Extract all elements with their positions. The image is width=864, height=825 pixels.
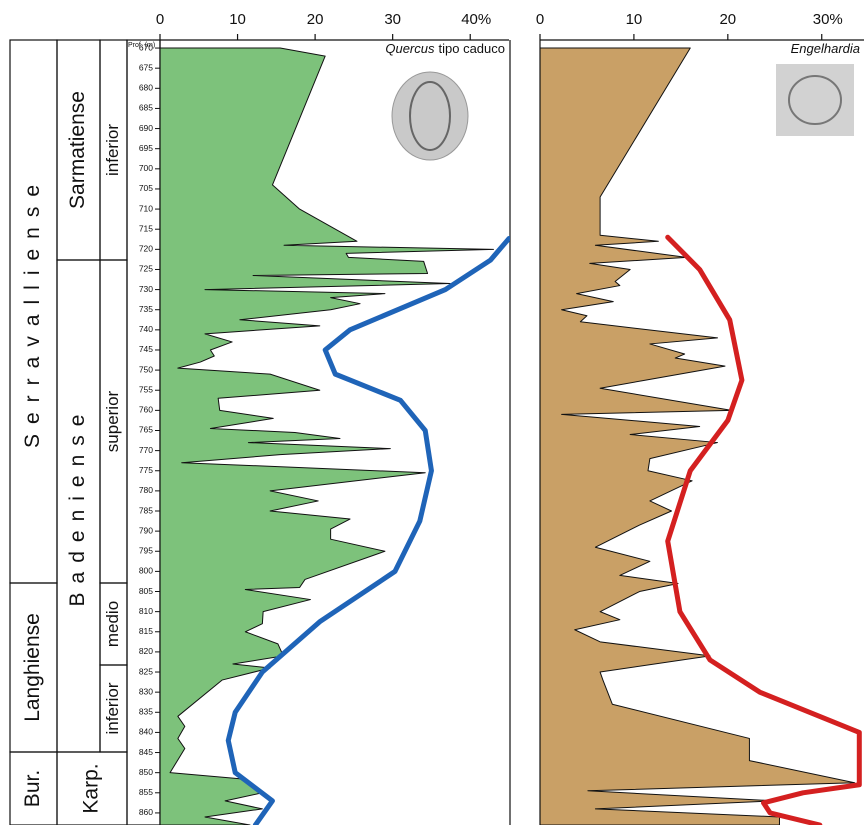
panel-title: Engelhardia <box>791 41 860 56</box>
pollen-image <box>776 64 854 136</box>
y-tick-label: 670 <box>139 42 153 52</box>
strat-label: superior <box>103 390 122 452</box>
taxon-qualifier: tipo caduco <box>439 41 506 56</box>
y-tick-label: 840 <box>139 727 153 737</box>
y-tick-label: 800 <box>139 566 153 576</box>
area <box>540 47 856 825</box>
y-tick-label: 765 <box>139 425 153 435</box>
x-tick-label: 30% <box>813 11 843 28</box>
y-tick-label: 735 <box>139 304 153 314</box>
y-tick-label: 715 <box>139 223 153 233</box>
trend-curve <box>665 234 862 825</box>
y-tick-label: 725 <box>139 264 153 274</box>
y-tick-label: 845 <box>139 747 153 757</box>
x-tick-label: 0 <box>536 11 544 28</box>
strat-label: Bur. <box>21 770 44 807</box>
x-tick-label: 20 <box>307 11 324 28</box>
strat-label: inferior <box>103 124 122 176</box>
strat-label: Sarmatiense <box>66 91 89 209</box>
y-tick-label: 815 <box>139 626 153 636</box>
stratigraphy: Serravalliense Langhiense Bur. Sarmatiense B… <box>9 39 161 825</box>
strat-label: Serravalliense <box>21 175 44 448</box>
taxon-name: Engelhardia <box>791 41 860 56</box>
y-tick-label: 730 <box>139 284 153 294</box>
strat-label: Karp. <box>80 763 103 813</box>
trend-curve <box>225 235 510 825</box>
y-tick-label: 855 <box>139 787 153 797</box>
panel: 0 10 20 30% Engelhardia <box>536 11 864 825</box>
y-tick-label: 785 <box>139 505 153 515</box>
y-tick-label: 775 <box>139 465 153 475</box>
y-tick-label: 825 <box>139 666 153 676</box>
pollen-image-detail <box>788 75 842 125</box>
y-axis-label: Prof. (m) <box>128 42 155 49</box>
y-tick-label: 805 <box>139 586 153 596</box>
x-tick-label: 0 <box>156 11 164 28</box>
strat-label: Langhiense <box>21 613 44 722</box>
strat-label: Badeniense <box>66 406 89 607</box>
y-tick-label: 760 <box>139 405 153 415</box>
y-tick-label: 810 <box>139 606 153 616</box>
pollen-image-detail <box>409 81 451 151</box>
panel-title: Quercus tipo caduco <box>385 41 505 56</box>
y-tick-label: 705 <box>139 183 153 193</box>
y-tick-label: 850 <box>139 767 153 777</box>
y-tick-label: 790 <box>139 525 153 535</box>
area <box>160 47 494 825</box>
y-tick-label: 710 <box>139 203 153 213</box>
y-tick-label: 780 <box>139 485 153 495</box>
x-tick-label: 10 <box>229 11 246 28</box>
x-tick-label: 20 <box>719 11 736 28</box>
y-tick-label: 680 <box>139 83 153 93</box>
x-tick-label: 40% <box>461 11 491 28</box>
y-tick-label: 755 <box>139 384 153 394</box>
x-tick-label: 30 <box>384 11 401 28</box>
y-tick-label: 860 <box>139 807 153 817</box>
y-tick-label: 690 <box>139 123 153 133</box>
y-tick-label: 745 <box>139 344 153 354</box>
y-tick-label: 700 <box>139 163 153 173</box>
panel: 0 10 20 30 40% Quercus tipo caduco <box>156 11 511 825</box>
y-tick-label: 750 <box>139 364 153 374</box>
y-tick-label: 695 <box>139 143 153 153</box>
y-tick-label: 720 <box>139 244 153 254</box>
strat-label: medio <box>103 601 122 647</box>
y-tick-label: 685 <box>139 103 153 113</box>
pollen-image <box>391 71 469 161</box>
y-tick-label: 820 <box>139 646 153 656</box>
strat-label: inferior <box>103 682 122 734</box>
y-tick-label: 675 <box>139 62 153 72</box>
taxon-name: Quercus <box>385 41 435 56</box>
y-tick-label: 795 <box>139 546 153 556</box>
y-tick-label: 770 <box>139 445 153 455</box>
y-tick-label: 830 <box>139 686 153 696</box>
x-tick-label: 10 <box>626 11 643 28</box>
y-tick-label: 835 <box>139 707 153 717</box>
y-tick-label: 740 <box>139 324 153 334</box>
